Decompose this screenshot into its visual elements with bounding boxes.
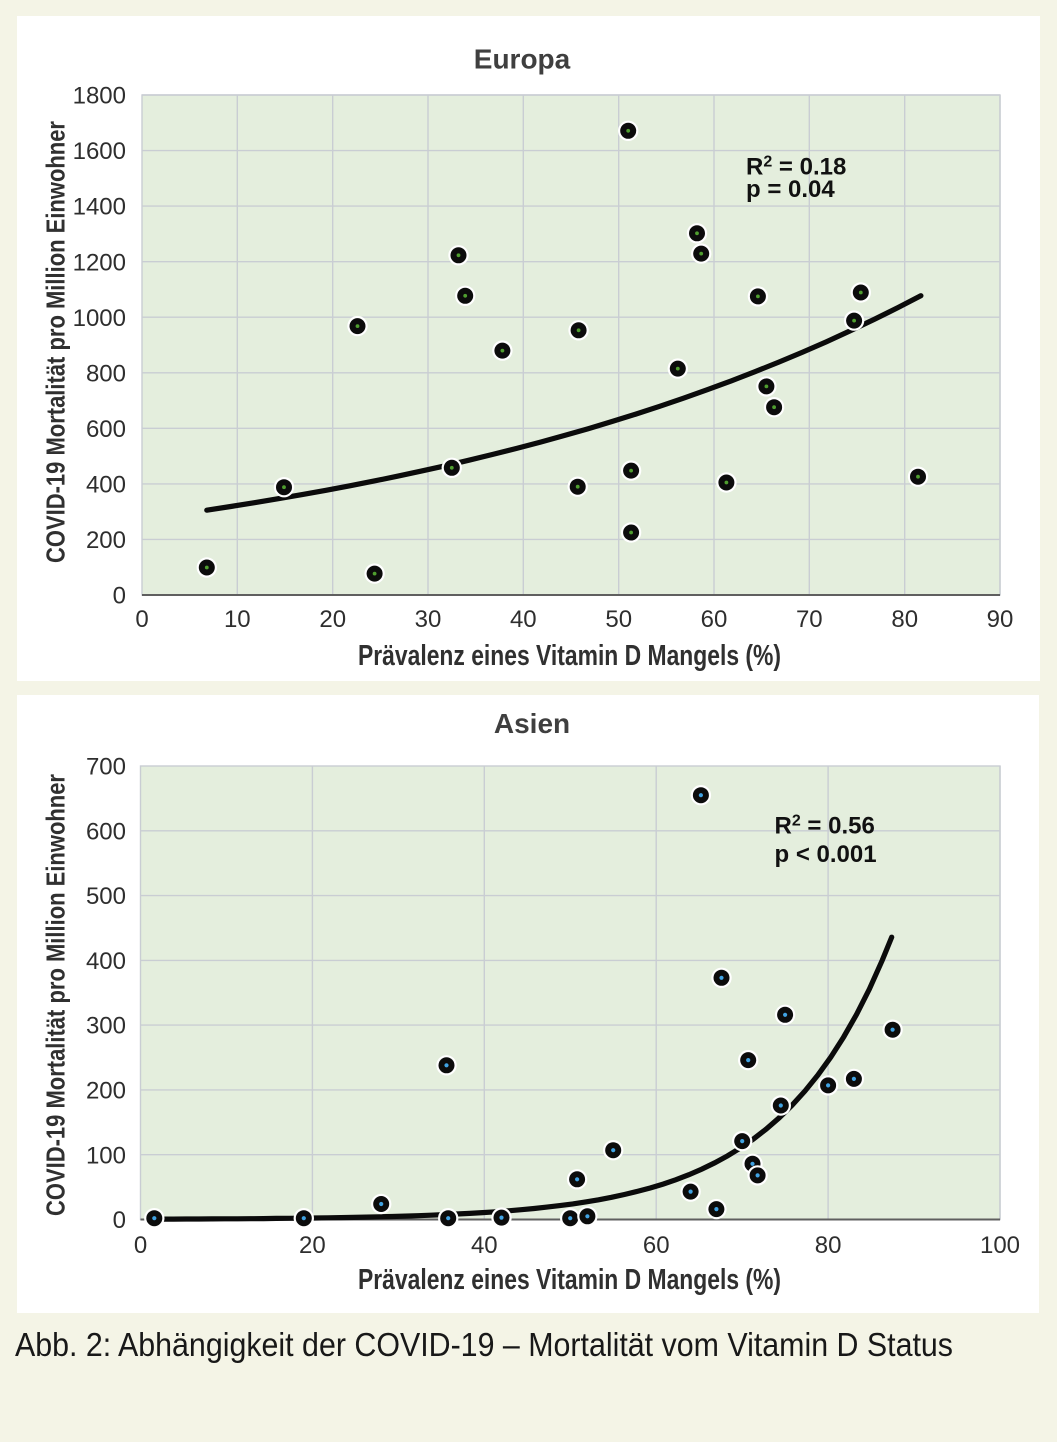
svg-text:70: 70 xyxy=(796,606,823,633)
svg-text:Abb. 2: Abhängigkeit der COVID: Abb. 2: Abhängigkeit der COVID-19 – Mort… xyxy=(15,1326,953,1363)
svg-text:0: 0 xyxy=(134,1232,147,1259)
svg-text:80: 80 xyxy=(891,606,918,633)
svg-text:R2 = 0.56: R2 = 0.56 xyxy=(775,813,875,840)
svg-text:800: 800 xyxy=(86,360,126,387)
svg-text:600: 600 xyxy=(86,416,126,443)
svg-text:p = 0.04: p = 0.04 xyxy=(746,176,835,203)
svg-text:20: 20 xyxy=(299,1232,326,1259)
svg-text:R2 = 0.18: R2 = 0.18 xyxy=(746,154,846,181)
svg-text:30: 30 xyxy=(415,606,442,633)
svg-text:100: 100 xyxy=(86,1142,126,1169)
svg-text:0: 0 xyxy=(135,606,148,633)
svg-text:60: 60 xyxy=(701,606,728,633)
svg-text:400: 400 xyxy=(86,948,126,975)
svg-text:80: 80 xyxy=(815,1232,842,1259)
svg-text:p < 0.001: p < 0.001 xyxy=(775,841,877,868)
svg-text:200: 200 xyxy=(86,1078,126,1105)
svg-text:600: 600 xyxy=(86,818,126,845)
svg-text:Prävalenz eines Vitamin D Mang: Prävalenz eines Vitamin D Mangels (%) xyxy=(358,1264,781,1296)
svg-text:700: 700 xyxy=(86,754,126,781)
svg-text:1200: 1200 xyxy=(73,249,126,276)
svg-text:Asien: Asien xyxy=(494,708,570,739)
svg-text:COVID-19 Mortalität pro Milli: COVID-19 Mortalität pro Million Einwohne… xyxy=(41,774,71,1216)
svg-text:90: 90 xyxy=(987,606,1014,633)
svg-text:1800: 1800 xyxy=(73,83,126,110)
svg-text:60: 60 xyxy=(643,1232,670,1259)
svg-text:40: 40 xyxy=(471,1232,498,1259)
svg-text:100: 100 xyxy=(980,1232,1020,1259)
svg-text:Europa: Europa xyxy=(474,44,571,75)
svg-text:Prävalenz eines Vitamin D Mang: Prävalenz eines Vitamin D Mangels (%) xyxy=(358,640,781,672)
svg-text:1600: 1600 xyxy=(73,138,126,165)
svg-text:300: 300 xyxy=(86,1013,126,1040)
svg-text:40: 40 xyxy=(510,606,537,633)
svg-text:1000: 1000 xyxy=(73,305,126,332)
svg-text:1400: 1400 xyxy=(73,194,126,221)
svg-text:200: 200 xyxy=(86,527,126,554)
svg-text:10: 10 xyxy=(224,606,251,633)
svg-text:COVID-19 Mortalität pro Milli: COVID-19 Mortalität pro Million Einwohne… xyxy=(41,121,71,563)
svg-text:0: 0 xyxy=(113,1207,126,1234)
svg-text:500: 500 xyxy=(86,883,126,910)
svg-text:50: 50 xyxy=(605,606,632,633)
svg-text:400: 400 xyxy=(86,472,126,499)
svg-text:0: 0 xyxy=(113,583,126,610)
svg-text:20: 20 xyxy=(319,606,346,633)
